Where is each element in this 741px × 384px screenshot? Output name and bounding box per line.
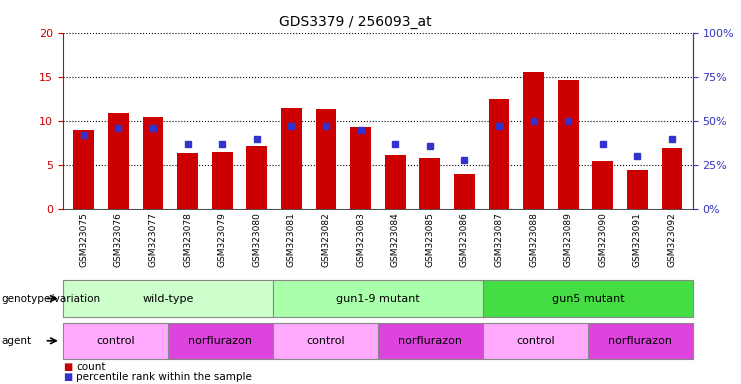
Bar (350, 127, 371, 209)
Text: agent: agent (1, 336, 32, 346)
Text: ■: ■ (63, 372, 72, 382)
Text: gun1-9 mutant: gun1-9 mutant (336, 293, 420, 304)
Text: control: control (96, 336, 135, 346)
Text: GSM323075: GSM323075 (79, 212, 88, 267)
Bar (142, 117, 163, 209)
Text: GSM323077: GSM323077 (148, 212, 158, 267)
Bar (108, 113, 129, 209)
Text: GSM323076: GSM323076 (114, 212, 123, 267)
Bar (73, 130, 94, 209)
Text: gun5 mutant: gun5 mutant (551, 293, 624, 304)
Text: ■: ■ (63, 362, 72, 372)
Text: GSM323092: GSM323092 (668, 212, 677, 267)
Text: norflurazon: norflurazon (608, 336, 672, 346)
Bar (281, 108, 302, 209)
Text: control: control (306, 336, 345, 346)
Text: GSM323082: GSM323082 (322, 212, 330, 267)
Text: GSM323088: GSM323088 (529, 212, 538, 267)
Bar (593, 161, 614, 209)
Bar (419, 158, 440, 209)
Text: GSM323084: GSM323084 (391, 212, 399, 267)
Text: norflurazon: norflurazon (188, 336, 253, 346)
Text: control: control (516, 336, 555, 346)
Text: GDS3379 / 256093_at: GDS3379 / 256093_at (279, 15, 432, 29)
Bar (212, 152, 233, 209)
Bar (385, 156, 405, 209)
Bar (454, 174, 475, 209)
Text: GSM323081: GSM323081 (287, 212, 296, 267)
Text: GSM323089: GSM323089 (564, 212, 573, 267)
Text: wild-type: wild-type (142, 293, 193, 304)
Text: genotype/variation: genotype/variation (1, 293, 101, 304)
Bar (662, 148, 682, 209)
Text: percentile rank within the sample: percentile rank within the sample (76, 372, 252, 382)
Bar (627, 170, 648, 209)
Text: GSM323090: GSM323090 (598, 212, 608, 267)
Bar (488, 99, 509, 209)
Text: GSM323083: GSM323083 (356, 212, 365, 267)
Text: GSM323091: GSM323091 (633, 212, 642, 267)
Text: GSM323078: GSM323078 (183, 212, 192, 267)
Bar (316, 109, 336, 209)
Bar (247, 146, 268, 209)
Text: GSM323085: GSM323085 (425, 212, 434, 267)
Text: norflurazon: norflurazon (399, 336, 462, 346)
Text: GSM323079: GSM323079 (218, 212, 227, 267)
Text: GSM323086: GSM323086 (460, 212, 469, 267)
Text: count: count (76, 362, 106, 372)
Bar (523, 73, 544, 209)
Bar (177, 153, 198, 209)
Text: GSM323080: GSM323080 (252, 212, 262, 267)
Bar (558, 80, 579, 209)
Text: GSM323087: GSM323087 (494, 212, 504, 267)
